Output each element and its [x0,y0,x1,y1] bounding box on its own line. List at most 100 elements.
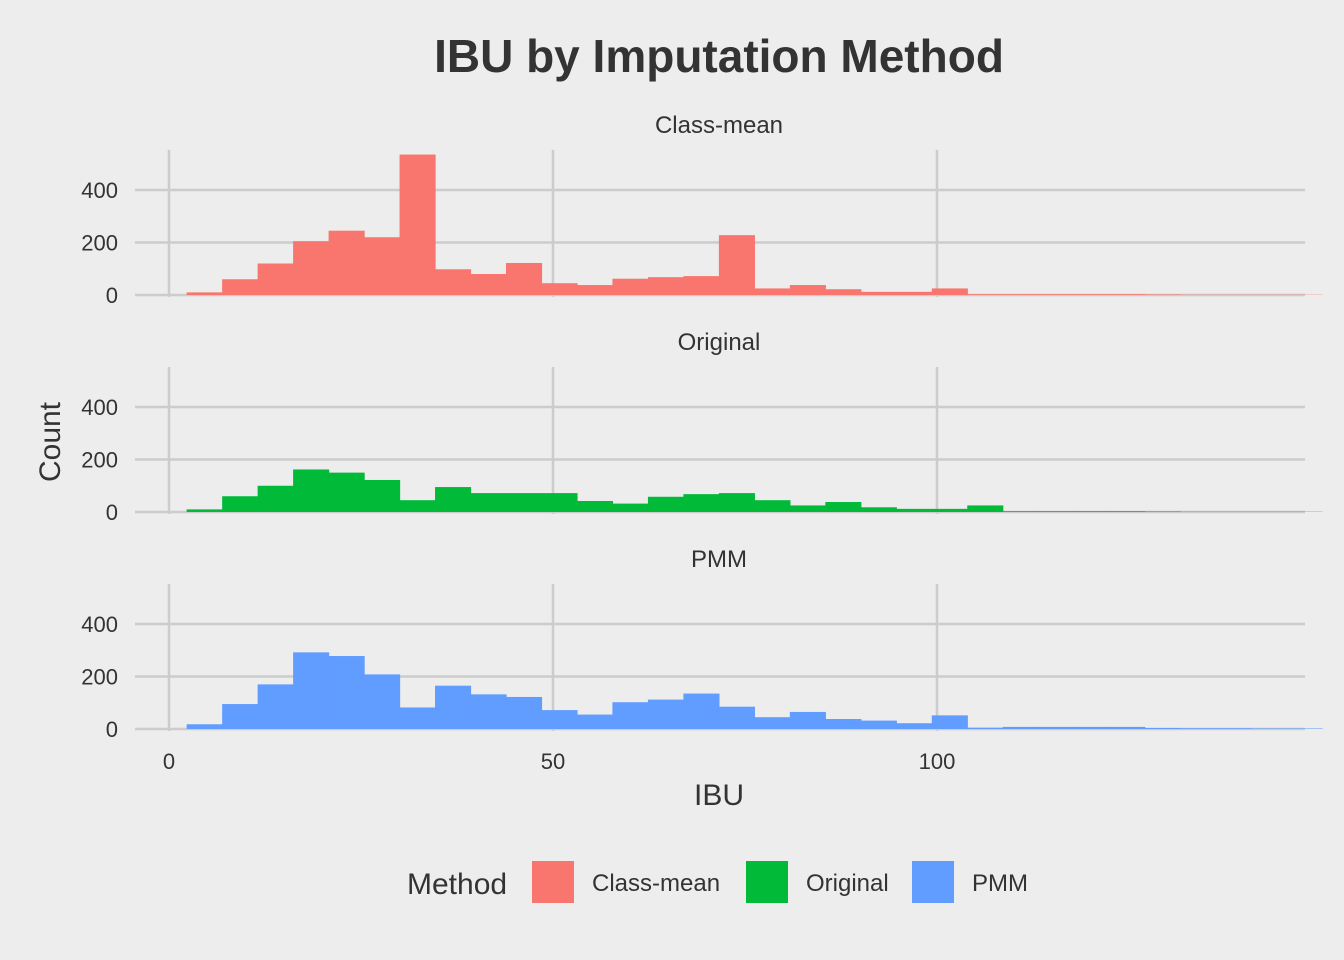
histogram-bar [647,496,685,512]
histogram-bar [222,279,259,295]
histogram-bar [576,285,614,295]
histogram-bar [789,711,826,729]
histogram-bar [505,262,543,295]
histogram-bar [1073,294,1110,295]
legend-label-pmm: PMM [972,870,1028,897]
histogram-bar [257,485,294,512]
x-tick-label: 50 [541,749,565,774]
histogram-bar [612,278,649,295]
histogram-bar [186,724,223,729]
legend-key-class-mean [532,861,574,903]
histogram-bar [1073,726,1110,729]
legend-label-class-mean: Class-mean [592,870,720,897]
histogram-bar [1251,728,1288,729]
legend-key-original [746,861,788,903]
y-tick-label: 0 [106,717,118,742]
histogram-bar [789,285,826,295]
histogram-bar [1144,727,1181,729]
panel-label: Class-mean [655,112,783,139]
histogram-bar [860,720,897,729]
histogram-bar [328,472,365,512]
histogram-bar [1144,511,1181,512]
histogram-bar [860,507,897,512]
histogram-bar [754,500,791,512]
panel-label: Original [678,329,761,356]
histogram-bar [1215,728,1252,729]
histogram-bar [718,706,755,729]
histogram-bar [470,694,507,729]
histogram-bar [470,274,507,295]
x-tick-label: 100 [919,749,956,774]
histogram-bar [1109,511,1146,512]
histogram-bar [683,693,720,729]
legend-label-original: Original [806,870,889,897]
histogram-bar [293,652,330,729]
histogram-bar [612,702,649,729]
histogram-bar [1002,294,1039,295]
histogram-bar [257,263,294,295]
y-tick-label: 0 [106,283,118,308]
x-tick-label: 0 [163,749,175,774]
y-tick-label: 200 [81,665,118,690]
histogram-bar [718,235,755,295]
histogram-bar [399,500,436,512]
histogram-bar [860,291,897,295]
histogram-bar [328,230,365,295]
histogram-bar [541,283,578,295]
histogram-bar [896,291,933,295]
histogram-bar [931,508,968,512]
histogram-bar [399,707,436,729]
histogram-bar [789,505,826,512]
histogram-bar [967,294,1004,295]
histogram-bar [1180,728,1217,729]
legend-key-pmm [912,861,954,903]
histogram-bar [612,503,649,512]
y-tick-label: 400 [81,612,118,637]
histogram-bar [541,710,578,729]
panel-class-mean: Class-mean 0 200 400 [81,112,1323,308]
legend-title: Method [407,868,507,901]
histogram-bar [825,289,862,295]
histogram-bar [1002,726,1039,729]
histogram-bar [754,717,791,729]
histogram-bar [967,505,1004,512]
histogram-bar [328,656,365,729]
histogram-bar [541,493,578,512]
legend: Method Class-mean Original PMM [407,861,1028,903]
histogram-bar [186,292,223,295]
histogram-bar [293,469,330,512]
histogram-bar [825,719,862,729]
histogram-bar [931,288,968,295]
histogram-bar [505,696,543,729]
histogram-bar [1038,511,1075,512]
histogram-bar [435,269,472,295]
histogram-bar [1073,511,1110,512]
histogram-bar [435,685,472,729]
histogram-bar [718,493,755,512]
histogram-bar [364,674,401,729]
histogram-bar [186,509,223,512]
histogram-bar [1144,294,1181,295]
histogram-bar [505,493,543,512]
histogram-bar [896,723,933,729]
histogram-bar [364,479,401,512]
y-axis-title: Count [34,401,67,482]
histogram-bar [222,704,259,729]
y-tick-label: 200 [81,448,118,473]
histogram-bar [222,496,259,512]
histogram-bar [1286,728,1323,729]
histogram-bar [647,277,685,295]
histogram-bar [470,493,507,512]
histogram-bar [1002,511,1039,512]
histogram-bar [576,500,614,512]
histogram-bar [825,502,862,512]
x-axis-ticks: 0 50 100 [163,749,955,774]
histogram-bar [754,288,791,295]
panel-original: Original 0 200 400 [81,329,1323,525]
y-tick-label: 200 [81,231,118,256]
y-tick-label: 0 [106,500,118,525]
y-tick-label: 400 [81,395,118,420]
histogram-bar [1109,294,1146,295]
panel-pmm: PMM 0 200 400 [81,546,1323,742]
histogram-bar [293,241,330,295]
